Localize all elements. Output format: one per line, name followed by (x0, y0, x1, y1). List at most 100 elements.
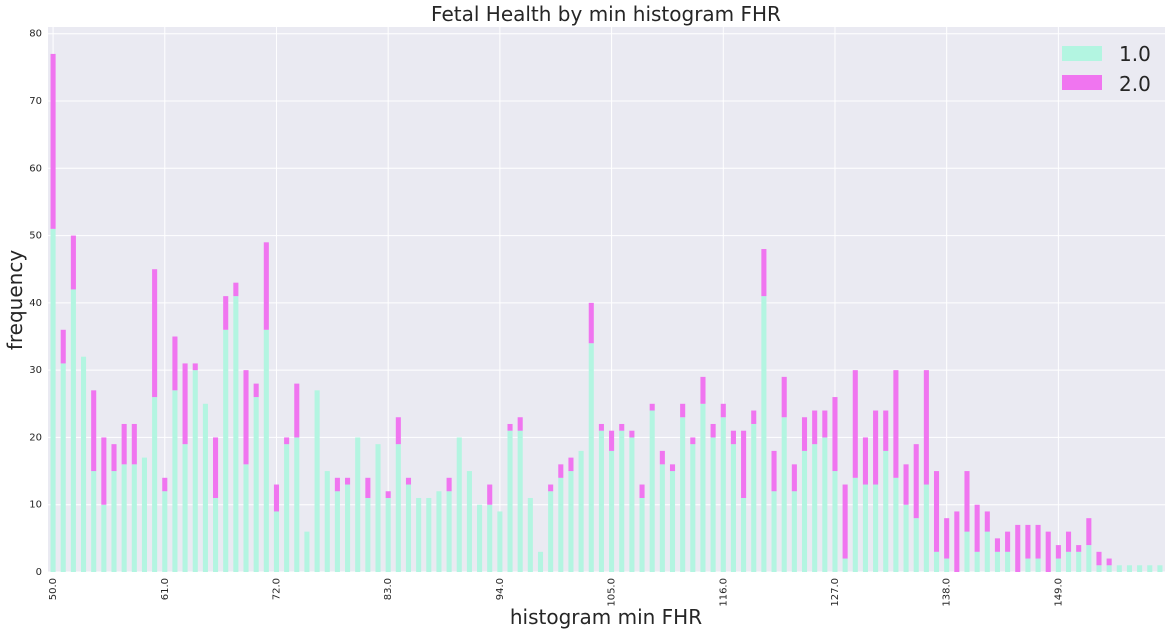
bar-1.0 (720, 417, 726, 572)
bar-1.0 (202, 403, 208, 572)
bar-1.0 (365, 497, 371, 572)
bar-2.0 (883, 410, 889, 451)
bar-1.0 (609, 450, 615, 572)
bar-1.0 (933, 551, 940, 572)
bar-1.0 (111, 471, 117, 572)
bar-1.0 (680, 417, 686, 572)
bar-2.0 (345, 477, 351, 485)
x-tick-label: 83.0 (383, 578, 394, 600)
bar-2.0 (213, 437, 219, 498)
bar-2.0 (639, 484, 645, 498)
bar-2.0 (781, 376, 787, 418)
bar-1.0 (568, 471, 574, 572)
bar-1.0 (984, 531, 990, 572)
bar-1.0 (213, 497, 219, 572)
bar-2.0 (172, 336, 178, 391)
bar-2.0 (690, 437, 696, 445)
x-axis-label: histogram min FHR (510, 605, 702, 629)
bar-2.0 (1015, 524, 1021, 572)
bar-2.0 (446, 477, 452, 492)
y-tick-label: 40 (29, 298, 42, 309)
bar-1.0 (873, 484, 879, 572)
bar-1.0 (91, 471, 97, 572)
bar-1.0 (1096, 565, 1102, 572)
x-tick-label: 72.0 (271, 578, 282, 600)
bar-2.0 (223, 296, 229, 330)
bar-1.0 (60, 363, 66, 572)
bar-2.0 (334, 477, 340, 492)
bar-2.0 (761, 249, 767, 297)
bar-1.0 (558, 477, 564, 572)
bar-1.0 (294, 437, 300, 572)
x-tick-label: 149.0 (1053, 578, 1064, 607)
bar-2.0 (152, 269, 158, 398)
bar-2.0 (873, 410, 879, 485)
bar-1.0 (730, 444, 736, 572)
bar-1.0 (862, 484, 868, 572)
bar-1.0 (578, 450, 584, 572)
bar-2.0 (903, 464, 909, 505)
x-tick-label: 138.0 (942, 578, 953, 607)
bar-1.0 (1035, 558, 1041, 572)
bar-1.0 (507, 430, 513, 572)
bar-2.0 (517, 417, 523, 431)
bar-1.0 (334, 491, 340, 572)
legend-label-2: 2.0 (1119, 72, 1151, 96)
x-tick-label: 105.0 (607, 578, 618, 607)
bar-2.0 (1055, 545, 1061, 559)
bar-1.0 (426, 497, 432, 572)
x-tick-label: 94.0 (495, 578, 506, 600)
bar-1.0 (253, 397, 259, 572)
bar-1.0 (375, 444, 381, 572)
bar-1.0 (639, 497, 645, 572)
bar-2.0 (182, 363, 188, 445)
bar-2.0 (751, 410, 757, 424)
bar-2.0 (263, 242, 269, 330)
x-tick-label: 116.0 (718, 578, 729, 607)
bar-2.0 (619, 423, 625, 431)
bar-2.0 (1005, 531, 1011, 552)
bar-2.0 (1086, 518, 1092, 546)
x-tick-label: 61.0 (160, 578, 171, 600)
bar-1.0 (345, 484, 351, 572)
bar-1.0 (416, 497, 422, 572)
bar-1.0 (1137, 565, 1143, 572)
bar-1.0 (284, 444, 290, 572)
bar-1.0 (273, 511, 280, 572)
bar-1.0 (263, 329, 269, 572)
bar-1.0 (1025, 558, 1031, 572)
bar-1.0 (903, 504, 909, 572)
bar-1.0 (446, 491, 452, 572)
y-tick-label: 60 (29, 163, 42, 174)
bar-1.0 (527, 497, 533, 572)
bar-1.0 (182, 444, 188, 572)
bar-2.0 (487, 484, 493, 505)
bar-1.0 (700, 403, 706, 572)
bar-2.0 (720, 403, 726, 418)
bar-2.0 (243, 370, 249, 465)
bar-2.0 (395, 417, 401, 445)
bar-1.0 (781, 417, 787, 572)
bar-2.0 (974, 504, 980, 552)
bar-1.0 (385, 497, 391, 572)
y-tick-label: 20 (29, 432, 42, 443)
bar-1.0 (771, 491, 777, 572)
bar-1.0 (801, 450, 808, 572)
bar-1.0 (436, 491, 442, 572)
bar-2.0 (659, 450, 665, 465)
bar-1.0 (1126, 565, 1132, 572)
bar-1.0 (1055, 558, 1061, 572)
bar-1.0 (304, 531, 310, 572)
bar-1.0 (690, 444, 696, 572)
bar-1.0 (395, 444, 401, 572)
bar-2.0 (629, 430, 635, 438)
bar-1.0 (751, 423, 757, 572)
bar-1.0 (192, 370, 198, 572)
bar-2.0 (933, 471, 940, 552)
bar-1.0 (1005, 551, 1011, 572)
bar-2.0 (50, 53, 56, 229)
y-tick-label: 10 (29, 500, 42, 511)
bar-2.0 (1106, 558, 1112, 566)
bar-2.0 (842, 484, 848, 559)
